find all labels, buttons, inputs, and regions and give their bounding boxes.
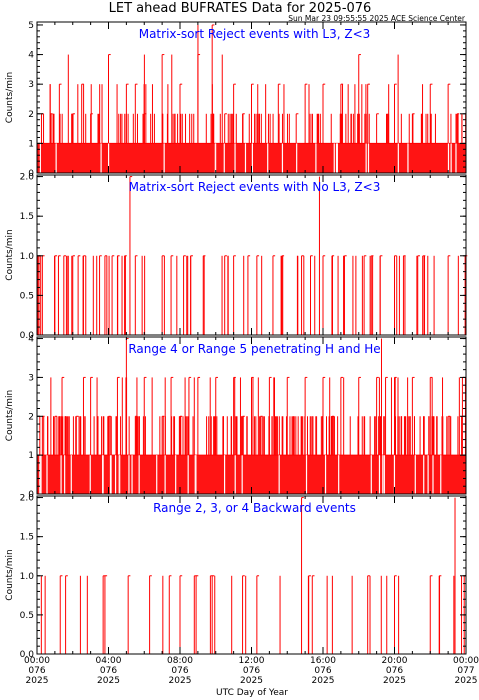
x-tick-label: 2025 xyxy=(455,676,478,686)
panel-label: Range 4 or Range 5 penetrating H and He xyxy=(128,342,380,356)
y-axis-label: Counts/min xyxy=(5,549,15,600)
y-tick-label: 1 xyxy=(28,451,34,461)
panel-1: 0 1 2 3 4 5 Counts/min Matrix-sort Reject event… xyxy=(5,21,467,179)
y-tick-label: 0 xyxy=(28,490,34,500)
y-tick-label: 2 xyxy=(28,412,34,422)
y-axis-label: Counts/min xyxy=(5,390,15,441)
x-tick-label: 04:00 xyxy=(96,656,122,666)
y-tick-label: 2.0 xyxy=(20,173,35,183)
x-tick-label: 077 xyxy=(457,666,474,676)
y-tick-label: 4 xyxy=(28,51,34,61)
y-tick-label: 2 xyxy=(28,110,34,120)
panel-frame xyxy=(36,495,467,655)
y-tick-label: 1.0 xyxy=(20,252,35,262)
y-tick-label: 1.0 xyxy=(20,572,35,582)
panel-4-trace xyxy=(40,497,467,654)
y-tick-label: 1 xyxy=(28,139,34,149)
panel-2-trace xyxy=(37,176,468,335)
panel-3-trace xyxy=(37,338,466,494)
x-tick-label: 076 xyxy=(386,666,403,676)
y-tick-label: 3 xyxy=(28,373,34,383)
y-tick-label: 5 xyxy=(28,21,34,31)
y-tick-label: 0 xyxy=(28,169,34,179)
x-tick-label: 00:00 xyxy=(453,656,479,666)
y-tick-label: 0.0 xyxy=(20,650,35,660)
panel-frame xyxy=(36,174,467,336)
x-tick-label: 076 xyxy=(28,666,45,676)
panel-label: Matrix-sort Reject events with L3, Z<3 xyxy=(139,27,371,41)
x-tick-label: 2025 xyxy=(97,676,120,686)
y-tick-label: 2.0 xyxy=(20,494,35,504)
panel-2: 0.0 0.5 1.0 1.5 2.0 Counts/min Matrix-sort Rej… xyxy=(5,173,468,341)
x-axis-label: UTC Day of Year xyxy=(216,688,288,698)
panel-4: 0.0 0.5 1.0 1.5 2.0 Counts/min Range 2, 3, or … xyxy=(5,494,467,660)
figure-title: LET ahead BUFRATES Data for 2025-076 xyxy=(109,1,372,16)
x-tick-label: 00:00 xyxy=(24,656,50,666)
panel-label: Matrix-sort Reject events with No L3, Z<… xyxy=(129,180,381,194)
y-axis-label: Counts/min xyxy=(5,72,15,123)
x-tick-label: 2025 xyxy=(169,676,192,686)
x-tick-label: 2025 xyxy=(26,676,49,686)
panel-3: 0 1 2 3 4 Counts/min Range 4 or Range 5 penetr… xyxy=(5,335,467,500)
y-tick-label: 3 xyxy=(28,80,34,90)
x-tick-label: 2025 xyxy=(240,676,263,686)
x-tick-label: 08:00 xyxy=(167,656,193,666)
x-tick-label: 2025 xyxy=(312,676,335,686)
x-tick-label: 076 xyxy=(243,666,260,676)
y-axis-label: Counts/min xyxy=(5,229,15,280)
x-tick-label: 2025 xyxy=(383,676,406,686)
x-tick-label: 076 xyxy=(171,666,188,676)
panels-group: 0 1 2 3 4 5 Counts/min Matrix-sort Reject event… xyxy=(5,21,468,660)
panel-1-trace xyxy=(37,24,467,173)
x-axis: 00:00076202504:00076202508:00076202512:0… xyxy=(24,656,479,686)
y-tick-label: 1.5 xyxy=(20,533,34,543)
x-tick-label: 20:00 xyxy=(382,656,408,666)
y-tick-label: 4 xyxy=(28,335,34,345)
y-tick-label: 1.5 xyxy=(20,212,34,222)
y-tick-label: 0.5 xyxy=(20,611,34,621)
x-tick-label: 16:00 xyxy=(310,656,336,666)
generated-timestamp: Sun Mar 23 09:55:55 2025 ACE Science Cen… xyxy=(288,14,466,23)
y-tick-label: 0.5 xyxy=(20,291,34,301)
x-tick-label: 076 xyxy=(314,666,331,676)
x-tick-label: 12:00 xyxy=(239,656,265,666)
panel-label: Range 2, 3, or 4 Backward events xyxy=(153,501,356,515)
x-tick-label: 076 xyxy=(100,666,117,676)
y-tick-label: 0.0 xyxy=(20,331,35,341)
